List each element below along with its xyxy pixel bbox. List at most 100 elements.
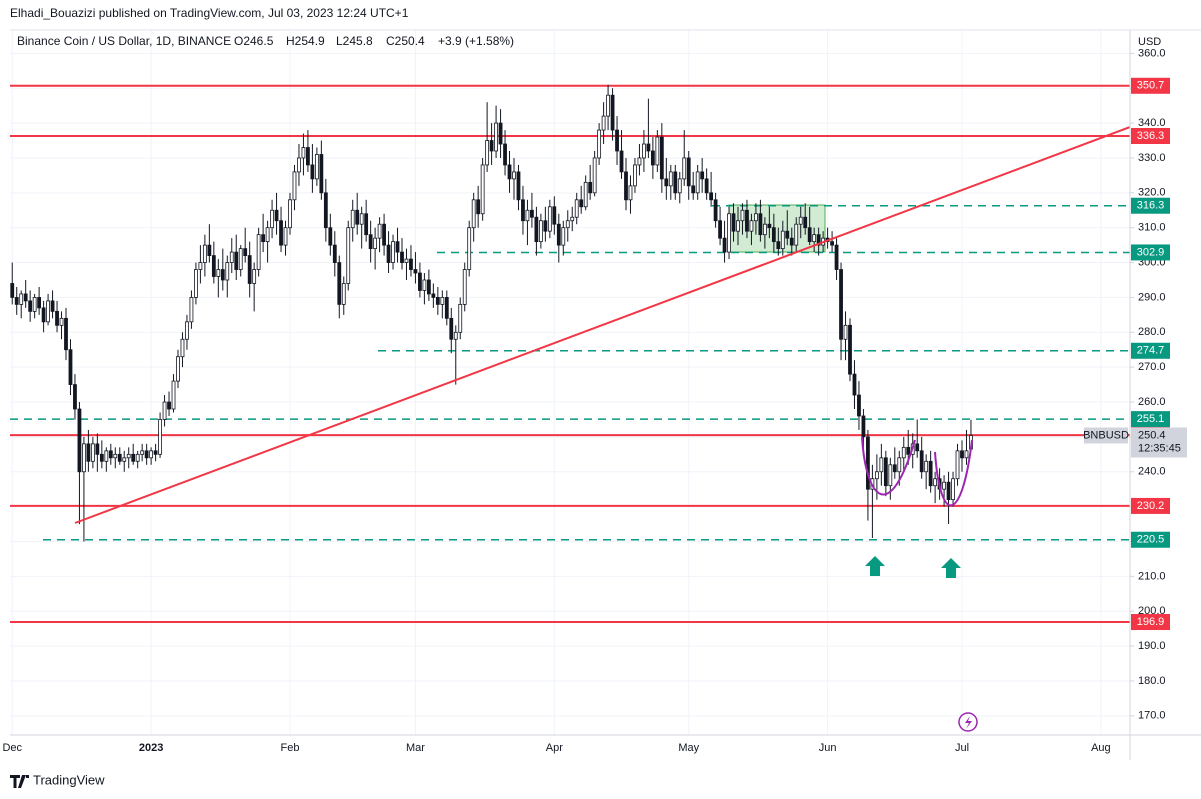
candle-body bbox=[426, 279, 431, 295]
level-label: 302.9 bbox=[1137, 246, 1165, 258]
candle-body bbox=[480, 164, 485, 215]
candle-body bbox=[754, 213, 758, 222]
level-label-bg bbox=[1131, 531, 1170, 548]
x-tick-label: May bbox=[678, 742, 699, 754]
logo bbox=[10, 775, 29, 788]
x-tick-label: Jul bbox=[955, 742, 969, 754]
candle-body bbox=[892, 464, 897, 473]
candle-body bbox=[386, 244, 391, 263]
candle-body bbox=[659, 136, 664, 180]
level-label: 220.5 bbox=[1137, 534, 1165, 546]
last-price-symbol: BNBUSD bbox=[1083, 429, 1129, 441]
candle-body bbox=[745, 209, 749, 232]
candle-body bbox=[202, 244, 207, 263]
candle-body bbox=[516, 171, 521, 201]
candle-body bbox=[637, 157, 642, 166]
candle-body bbox=[848, 324, 852, 375]
candle-body bbox=[812, 234, 817, 243]
candle-body bbox=[332, 244, 337, 263]
candle-body bbox=[68, 349, 73, 385]
candle-body bbox=[346, 227, 351, 284]
candle-body bbox=[951, 478, 955, 501]
candle-body bbox=[467, 227, 472, 270]
candle-body bbox=[413, 269, 418, 274]
level-label-bg bbox=[1131, 411, 1170, 428]
candle-body bbox=[547, 206, 552, 232]
candle-body bbox=[485, 140, 490, 166]
candle-body bbox=[561, 227, 566, 246]
candle-body bbox=[749, 220, 754, 232]
level-label: 350.7 bbox=[1137, 80, 1165, 92]
candle-body bbox=[628, 185, 633, 201]
candle-body bbox=[615, 129, 619, 152]
candle-body bbox=[270, 209, 274, 229]
candle-body bbox=[471, 199, 476, 229]
candle-body bbox=[807, 227, 812, 243]
candle-body bbox=[462, 269, 467, 305]
candle-body bbox=[718, 220, 722, 239]
candle-body bbox=[494, 122, 498, 152]
candle-body bbox=[418, 272, 422, 291]
level-label-bg bbox=[1131, 342, 1170, 359]
level-label: 196.9 bbox=[1137, 616, 1165, 628]
candle-body bbox=[866, 436, 870, 490]
candle-body bbox=[883, 457, 888, 487]
candle-body bbox=[283, 227, 288, 246]
candle-body bbox=[592, 157, 597, 194]
candle-body bbox=[503, 143, 507, 166]
candle-body bbox=[131, 453, 136, 462]
level-label-bg bbox=[1131, 497, 1170, 514]
candle-body bbox=[633, 164, 637, 187]
candle-body bbox=[834, 244, 839, 270]
event-icon[interactable] bbox=[958, 712, 978, 732]
candle-body bbox=[82, 443, 86, 473]
y-tick-label: 360.0 bbox=[1138, 47, 1166, 59]
candle-body bbox=[677, 178, 682, 194]
candle-body bbox=[767, 223, 772, 229]
candle-body bbox=[306, 147, 310, 166]
candle-body bbox=[55, 310, 59, 326]
candle-body bbox=[762, 223, 767, 236]
candle-body bbox=[906, 446, 911, 455]
candle-body bbox=[798, 216, 803, 225]
candle-body bbox=[395, 241, 400, 253]
candle-body bbox=[90, 443, 95, 462]
candle-body bbox=[359, 213, 364, 225]
candle-body bbox=[606, 94, 610, 117]
candle-body bbox=[391, 241, 395, 263]
candle-body bbox=[14, 297, 19, 305]
y-tick-label: 190.0 bbox=[1138, 640, 1166, 652]
candle-body bbox=[700, 171, 705, 180]
candle-body bbox=[229, 251, 234, 263]
candle-body bbox=[570, 216, 575, 222]
candle-body bbox=[23, 293, 28, 302]
level-label: 274.7 bbox=[1137, 345, 1165, 357]
level-label-bg bbox=[1131, 77, 1170, 94]
candle-body bbox=[364, 213, 369, 236]
candle-body bbox=[915, 443, 920, 452]
candle-body bbox=[207, 244, 212, 256]
candle-body bbox=[409, 258, 413, 270]
candle-body bbox=[144, 450, 149, 459]
candle-body bbox=[740, 209, 745, 222]
x-tick-label: Dec bbox=[2, 742, 22, 754]
candle-body bbox=[521, 199, 525, 222]
candle-body bbox=[297, 157, 301, 173]
grid bbox=[10, 30, 1130, 735]
candle-body bbox=[189, 297, 194, 323]
candle-body bbox=[530, 209, 534, 218]
candle-body bbox=[709, 192, 714, 201]
candle-body bbox=[117, 453, 122, 462]
candle-body bbox=[942, 481, 946, 490]
candle-body bbox=[176, 356, 180, 382]
candle-body bbox=[579, 199, 584, 208]
x-tick-label: Jun bbox=[819, 742, 837, 754]
candle-body bbox=[695, 171, 700, 194]
candle-body bbox=[211, 255, 216, 277]
candle-body bbox=[382, 223, 386, 246]
candle-body bbox=[816, 234, 821, 246]
level-label: 255.1 bbox=[1137, 413, 1165, 425]
candle-body bbox=[314, 154, 319, 180]
